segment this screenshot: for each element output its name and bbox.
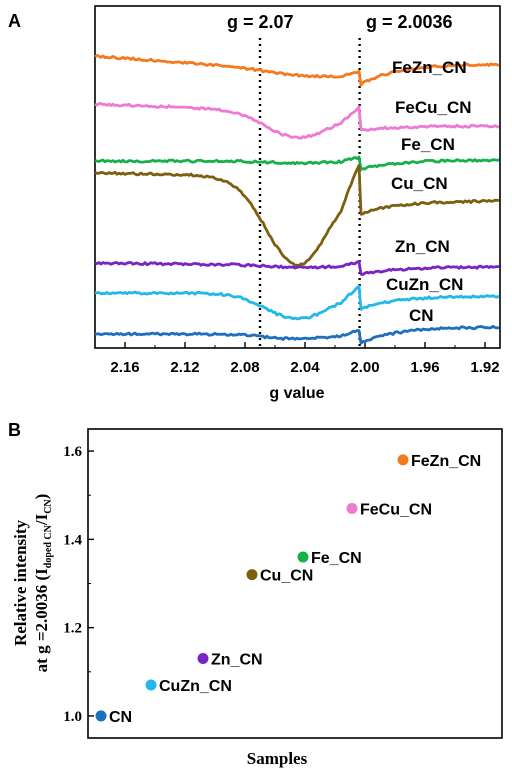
panel-b-label: B xyxy=(8,420,21,440)
y-axis-title-line2: at g =2.0036 (Idoped CN/ICN) xyxy=(32,494,54,673)
panel-b-y-ticks: 1.0 1.2 1.4 1.6 xyxy=(63,444,94,725)
series-line-cn xyxy=(94,324,500,345)
panel-b-y-axis-title: Relative intensity at g =2.0036 (Idoped … xyxy=(11,494,54,673)
point-label: Fe_CN xyxy=(311,550,362,567)
data-point-fezn-cn xyxy=(397,454,409,466)
point-label: Cu_CN xyxy=(260,568,313,585)
annotation-label: g = 2.0036 xyxy=(366,12,453,32)
x-tick-label: 1.92 xyxy=(470,359,499,376)
x-tick-label: 1.96 xyxy=(410,359,439,376)
data-point-cn xyxy=(95,710,107,722)
panel-a-x-ticks: 2.16 2.12 2.08 2.04 2.00 1.96 1.92 xyxy=(110,342,500,376)
series-label: FeCu_CN xyxy=(395,98,472,117)
series-label: Fe_CN xyxy=(401,135,455,154)
annotation-label: g = 2.07 xyxy=(227,12,294,32)
panel-b-x-axis-title: Samples xyxy=(247,749,308,768)
y-axis-title-line1: Relative intensity xyxy=(11,519,30,646)
y-tick-label: 1.4 xyxy=(63,532,82,548)
series-line-cuzn-cn xyxy=(94,285,500,321)
x-tick-label: 2.00 xyxy=(350,359,379,376)
y-title-prefix: at g =2.0036 (I xyxy=(32,568,51,673)
series-line-fe-cn xyxy=(94,155,500,171)
point-label: CuZn_CN xyxy=(159,678,232,695)
y-tick-label: 1.2 xyxy=(63,621,82,637)
series-line-zn-cn xyxy=(94,260,500,276)
x-tick-label: 2.16 xyxy=(110,359,139,376)
point-label: FeZn_CN xyxy=(411,453,481,470)
y-tick-label: 1.6 xyxy=(63,444,82,460)
x-tick-label: 2.08 xyxy=(230,359,259,376)
point-label: FeCu_CN xyxy=(360,501,432,518)
data-point-cu-cn xyxy=(246,569,258,581)
series-line-cu-cn xyxy=(94,164,500,267)
panel-a-label: A xyxy=(8,11,21,31)
point-label: CN xyxy=(109,709,132,726)
y-title-suffix: ) xyxy=(32,494,51,500)
series-label: Zn_CN xyxy=(395,237,450,256)
data-point-cuzn-cn xyxy=(145,679,157,691)
y-title-mid: /I xyxy=(32,513,51,526)
series-label: Cu_CN xyxy=(391,174,448,193)
point-label: Zn_CN xyxy=(211,652,263,669)
series-label: CuZn_CN xyxy=(386,275,463,294)
y-title-sub1: doped CN xyxy=(43,524,54,568)
panel-a-series-labels: FeZn_CN FeCu_CN Fe_CN Cu_CN Zn_CN CuZn_CN CN xyxy=(386,58,472,325)
data-point-fecu-cn xyxy=(346,502,358,514)
series-label: CN xyxy=(409,306,434,325)
x-tick-label: 2.12 xyxy=(170,359,199,376)
y-tick-label: 1.0 xyxy=(63,709,82,725)
series-line-fezn-cn xyxy=(94,54,500,87)
series-line-fecu-cn xyxy=(94,102,499,140)
x-tick-label: 2.04 xyxy=(290,359,320,376)
series-label: FeZn_CN xyxy=(392,58,467,77)
panel-a-x-axis-title: g value xyxy=(269,385,324,402)
data-point-fe-cn xyxy=(297,551,309,563)
panel-a-frame xyxy=(94,5,501,349)
y-title-sub2: CN xyxy=(43,499,54,514)
panel-a-series xyxy=(94,54,500,345)
data-point-zn-cn xyxy=(197,653,209,665)
